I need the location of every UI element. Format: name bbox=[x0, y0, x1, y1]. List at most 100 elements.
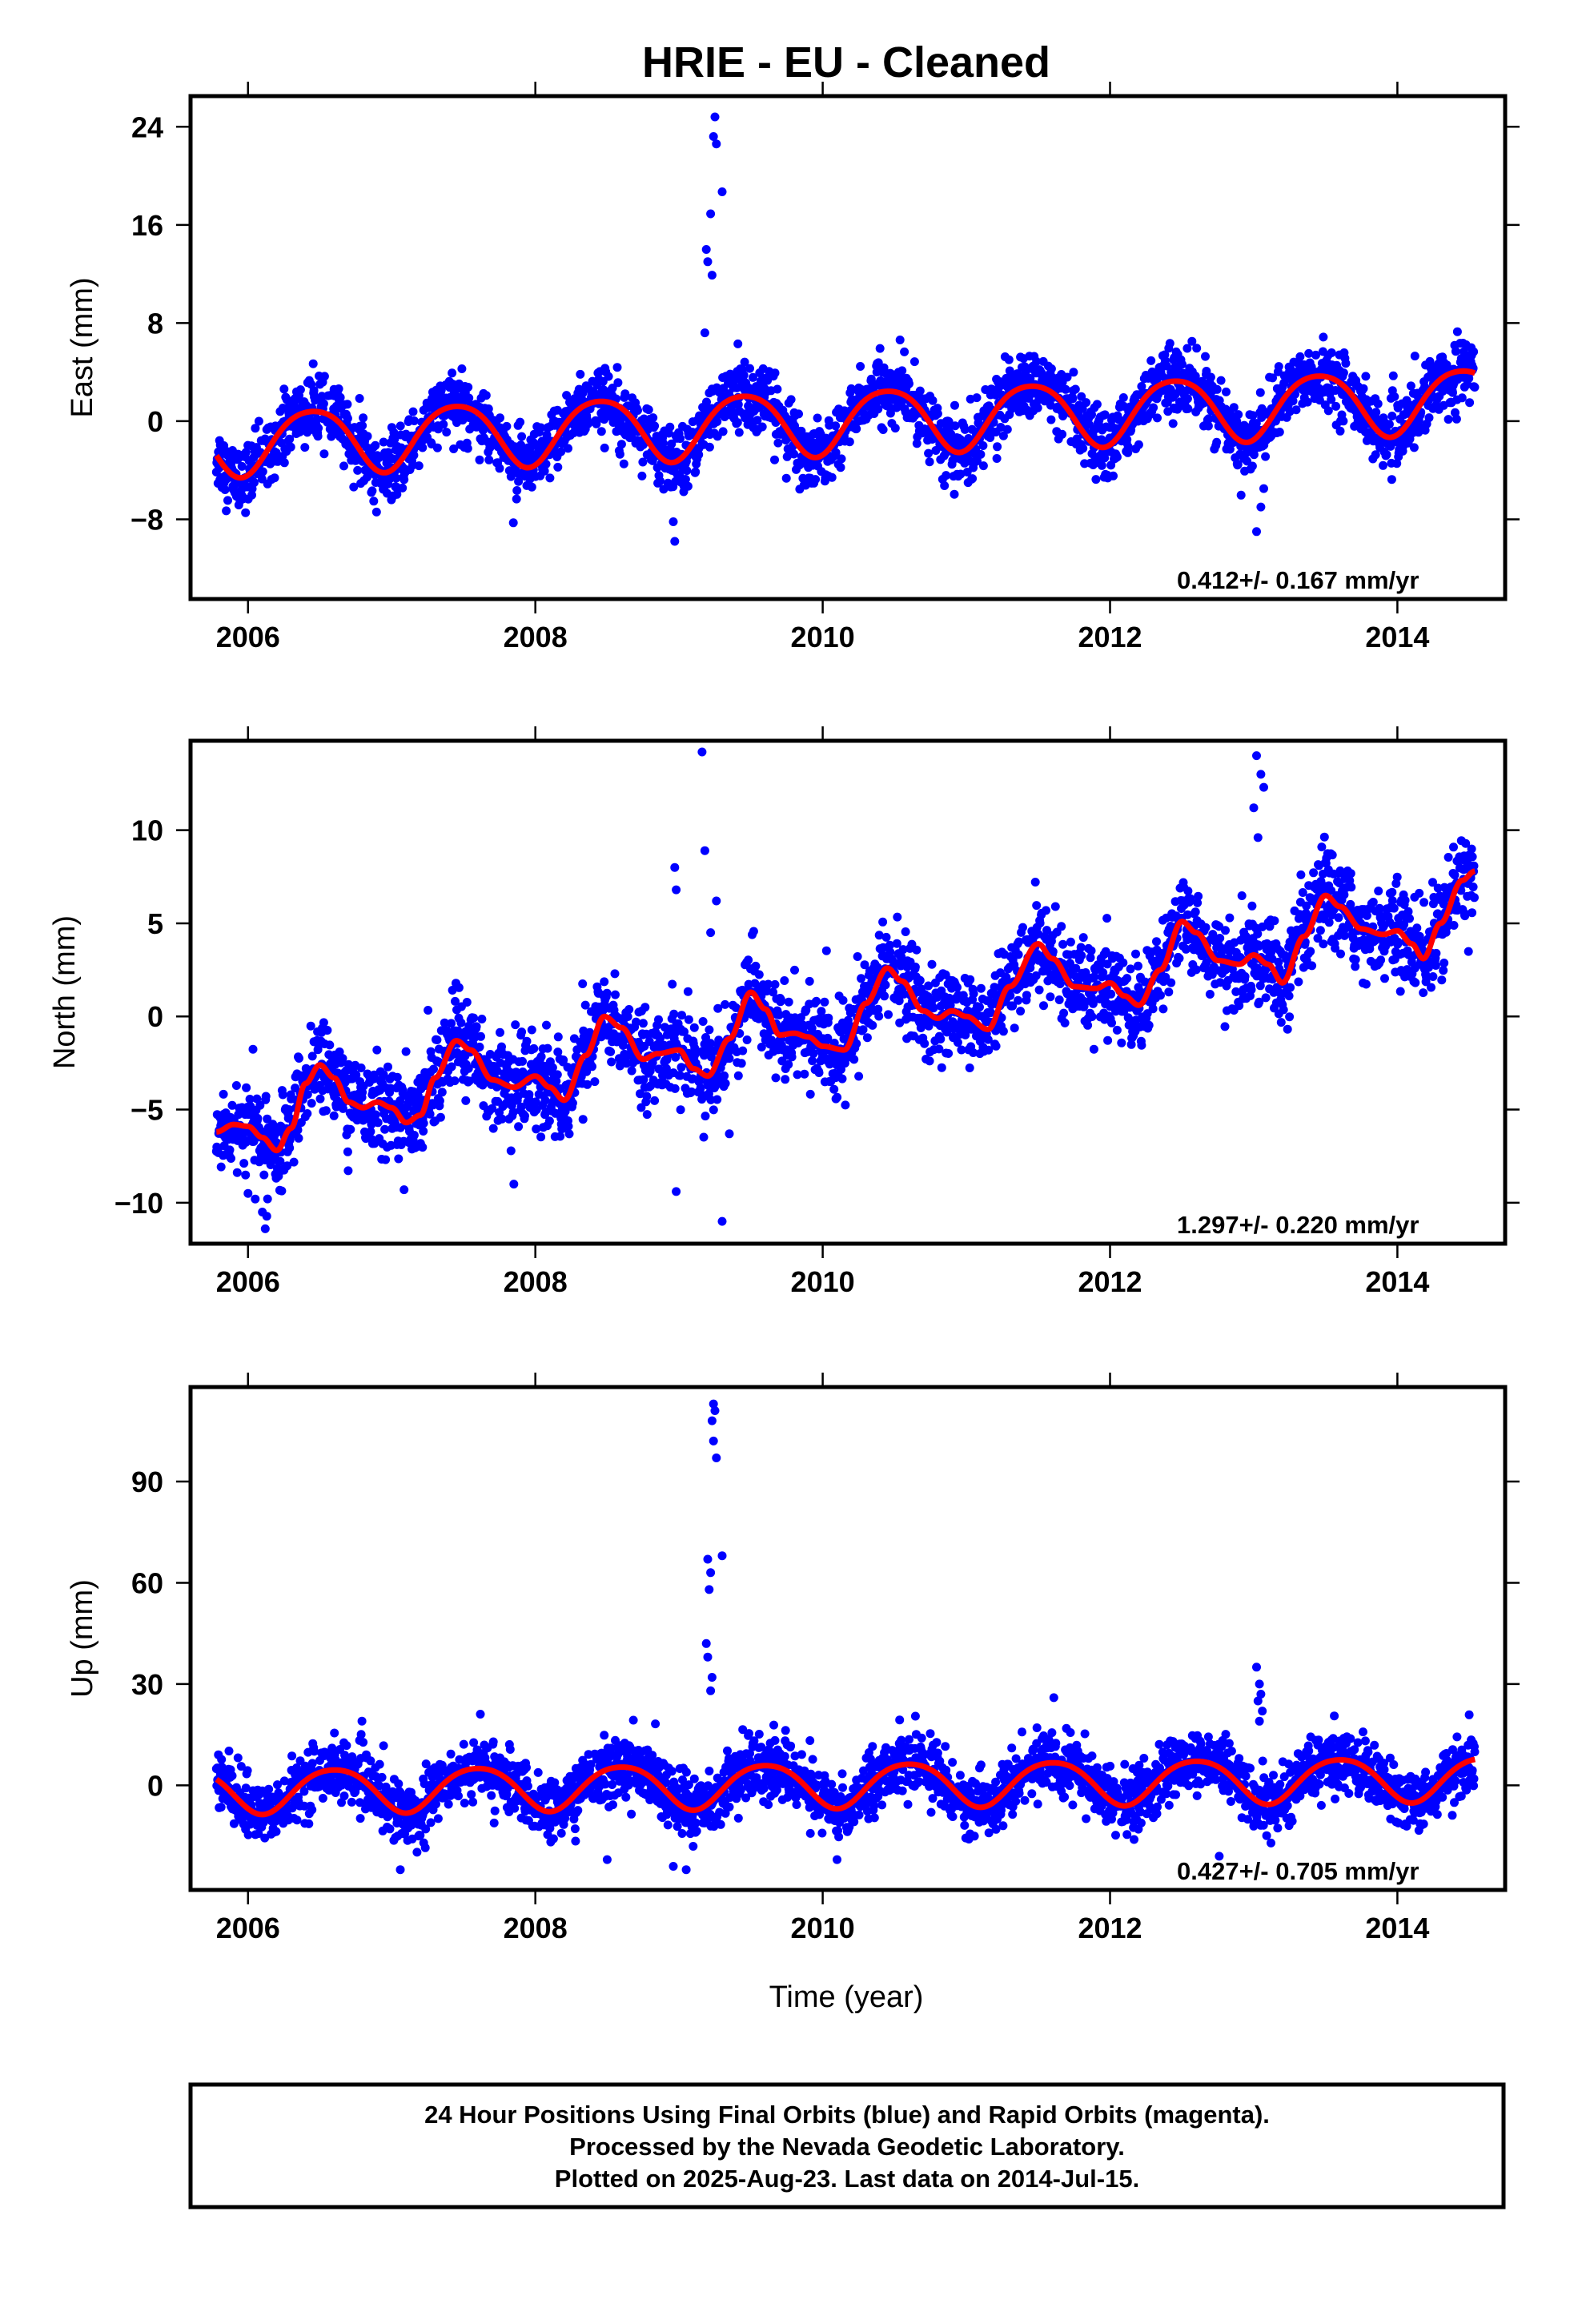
data-point bbox=[429, 1064, 438, 1074]
data-point bbox=[295, 385, 305, 395]
data-point bbox=[1126, 964, 1135, 974]
data-point bbox=[691, 467, 701, 476]
data-point bbox=[335, 392, 345, 402]
x-tick-label: 2014 bbox=[1365, 621, 1429, 653]
data-point bbox=[857, 974, 866, 983]
data-point bbox=[1373, 399, 1383, 408]
data-point bbox=[602, 988, 612, 998]
data-point bbox=[676, 434, 685, 444]
data-point bbox=[1339, 368, 1348, 378]
data-point bbox=[355, 394, 364, 403]
data-point bbox=[461, 1096, 471, 1105]
data-point bbox=[1304, 348, 1314, 358]
data-point bbox=[306, 1021, 315, 1031]
data-point bbox=[800, 1069, 809, 1079]
data-point bbox=[319, 449, 329, 459]
data-point bbox=[241, 448, 251, 457]
data-point bbox=[1371, 408, 1381, 417]
x-tick-label: 2008 bbox=[504, 621, 568, 653]
data-point bbox=[1187, 336, 1197, 346]
north-data-points bbox=[211, 747, 1479, 1233]
data-point bbox=[314, 424, 323, 433]
data-point bbox=[1106, 989, 1116, 999]
data-point bbox=[1457, 393, 1467, 403]
data-point bbox=[770, 979, 780, 989]
data-point bbox=[303, 1090, 312, 1099]
data-point bbox=[937, 1063, 946, 1072]
data-point bbox=[383, 1062, 392, 1072]
data-point bbox=[1203, 421, 1213, 431]
data-point bbox=[278, 1090, 287, 1100]
data-point bbox=[1229, 403, 1239, 412]
data-point bbox=[553, 462, 563, 472]
data-point bbox=[996, 423, 1006, 432]
data-point bbox=[279, 384, 289, 394]
data-point bbox=[858, 1025, 868, 1035]
data-point bbox=[699, 1132, 709, 1142]
data-point bbox=[279, 458, 289, 468]
data-point bbox=[307, 1051, 317, 1061]
data-point bbox=[925, 1056, 934, 1066]
outlier-point bbox=[700, 328, 709, 338]
data-point bbox=[1268, 373, 1277, 383]
data-point bbox=[463, 444, 472, 453]
data-point bbox=[1361, 372, 1371, 381]
data-point bbox=[873, 404, 883, 414]
data-point bbox=[231, 1081, 241, 1090]
data-point bbox=[259, 1170, 269, 1180]
data-point bbox=[520, 1111, 529, 1120]
outlier-point bbox=[709, 132, 718, 141]
data-point bbox=[319, 372, 329, 381]
data-point bbox=[454, 983, 464, 992]
data-point bbox=[1359, 384, 1368, 393]
data-point bbox=[277, 1186, 287, 1196]
data-point bbox=[1070, 384, 1080, 394]
data-point bbox=[624, 1005, 634, 1014]
outlier-point bbox=[706, 209, 716, 219]
data-point bbox=[464, 393, 474, 403]
data-point bbox=[588, 1062, 596, 1072]
data-point bbox=[1089, 1044, 1098, 1054]
data-point bbox=[464, 383, 473, 392]
data-point bbox=[367, 486, 377, 496]
data-point bbox=[805, 1089, 815, 1099]
data-point bbox=[371, 507, 381, 517]
data-point bbox=[1291, 405, 1301, 415]
data-point bbox=[608, 384, 617, 392]
data-point bbox=[1387, 475, 1396, 485]
data-point bbox=[1303, 397, 1312, 407]
data-point bbox=[381, 1155, 391, 1164]
data-point bbox=[512, 494, 521, 504]
data-point bbox=[576, 369, 585, 379]
data-point bbox=[681, 475, 690, 484]
data-point bbox=[667, 439, 677, 448]
data-point bbox=[1069, 368, 1078, 377]
data-point bbox=[1002, 424, 1012, 434]
data-point bbox=[1323, 406, 1333, 416]
data-point bbox=[542, 1020, 551, 1030]
data-point bbox=[637, 471, 647, 480]
data-point bbox=[1424, 413, 1434, 423]
data-point bbox=[1046, 415, 1056, 424]
data-point bbox=[753, 416, 762, 425]
data-point bbox=[536, 423, 546, 432]
data-point bbox=[1248, 411, 1258, 420]
outlier-point bbox=[733, 339, 743, 348]
data-point bbox=[371, 1110, 380, 1120]
data-point bbox=[1058, 429, 1067, 439]
x-tick-label: 2006 bbox=[216, 621, 280, 653]
data-point bbox=[1039, 1001, 1048, 1011]
data-point bbox=[615, 449, 624, 459]
data-point bbox=[343, 1059, 353, 1069]
data-point bbox=[976, 983, 986, 993]
data-point bbox=[1062, 372, 1072, 382]
data-point bbox=[517, 1027, 527, 1037]
data-point bbox=[294, 1133, 303, 1143]
data-point bbox=[909, 357, 919, 367]
data-point bbox=[1274, 362, 1283, 372]
data-point bbox=[596, 427, 606, 436]
data-point bbox=[659, 485, 669, 494]
data-point bbox=[247, 490, 256, 500]
data-point bbox=[827, 472, 837, 482]
data-point bbox=[232, 1168, 242, 1177]
